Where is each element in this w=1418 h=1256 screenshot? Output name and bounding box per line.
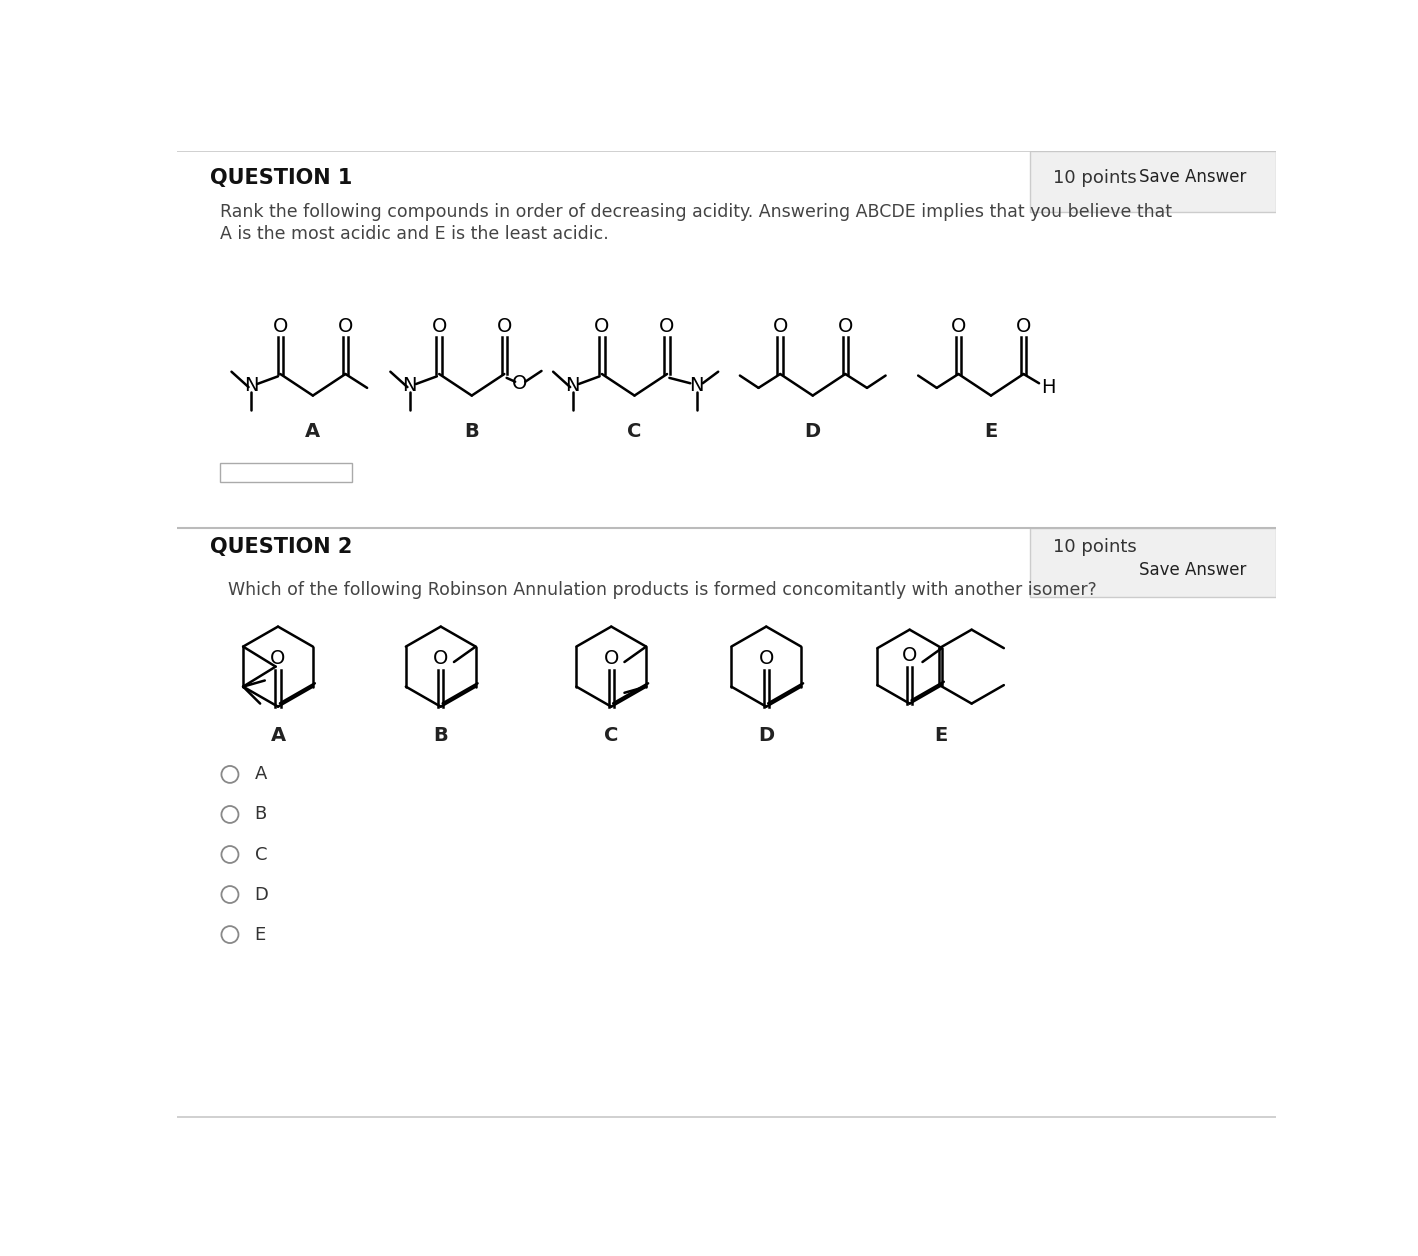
Text: A: A <box>255 765 267 784</box>
Text: O: O <box>1015 317 1031 335</box>
Text: O: O <box>512 374 527 393</box>
Text: C: C <box>604 726 618 745</box>
Text: D: D <box>759 726 774 745</box>
Text: C: C <box>255 845 267 864</box>
Text: N: N <box>403 376 417 396</box>
Text: N: N <box>244 376 258 396</box>
Text: B: B <box>464 422 479 441</box>
Text: E: E <box>934 726 947 745</box>
Text: N: N <box>566 376 580 396</box>
Bar <box>220 462 352 482</box>
Text: QUESTION 2: QUESTION 2 <box>210 538 352 558</box>
Text: A is the most acidic and E is the least acidic.: A is the most acidic and E is the least … <box>220 225 608 242</box>
Text: E: E <box>255 926 267 943</box>
Bar <box>1029 528 1276 598</box>
Text: O: O <box>272 317 288 335</box>
Text: O: O <box>337 317 353 335</box>
Text: Rank the following compounds in order of decreasing acidity. Answering ABCDE imp: Rank the following compounds in order of… <box>220 203 1171 221</box>
Bar <box>1029 151 1276 212</box>
Text: QUESTION 1: QUESTION 1 <box>210 167 352 187</box>
Text: A: A <box>305 422 320 441</box>
Text: A: A <box>271 726 285 745</box>
Text: N: N <box>689 376 703 396</box>
Text: B: B <box>434 726 448 745</box>
FancyBboxPatch shape <box>1129 554 1256 585</box>
Text: E: E <box>984 422 998 441</box>
Text: O: O <box>838 317 854 335</box>
FancyBboxPatch shape <box>1129 161 1256 193</box>
Text: Which of the following Robinson Annulation products is formed concomitantly with: Which of the following Robinson Annulati… <box>228 580 1096 599</box>
Text: H: H <box>1041 378 1055 397</box>
Text: 10 points: 10 points <box>1054 168 1137 187</box>
Text: D: D <box>255 885 268 903</box>
Text: O: O <box>604 649 618 668</box>
Text: O: O <box>902 647 917 666</box>
Text: O: O <box>759 649 774 668</box>
Text: B: B <box>255 805 267 824</box>
Text: 10 points: 10 points <box>1054 539 1137 556</box>
Text: O: O <box>594 317 610 335</box>
Text: O: O <box>773 317 788 335</box>
Text: Save Answer: Save Answer <box>1139 560 1246 579</box>
Text: C: C <box>627 422 642 441</box>
Text: O: O <box>432 649 448 668</box>
Text: O: O <box>950 317 966 335</box>
Text: O: O <box>271 649 285 668</box>
Text: O: O <box>431 317 447 335</box>
Text: Save Answer: Save Answer <box>1139 168 1246 186</box>
Text: O: O <box>659 317 675 335</box>
Text: D: D <box>804 422 821 441</box>
Text: O: O <box>496 317 512 335</box>
